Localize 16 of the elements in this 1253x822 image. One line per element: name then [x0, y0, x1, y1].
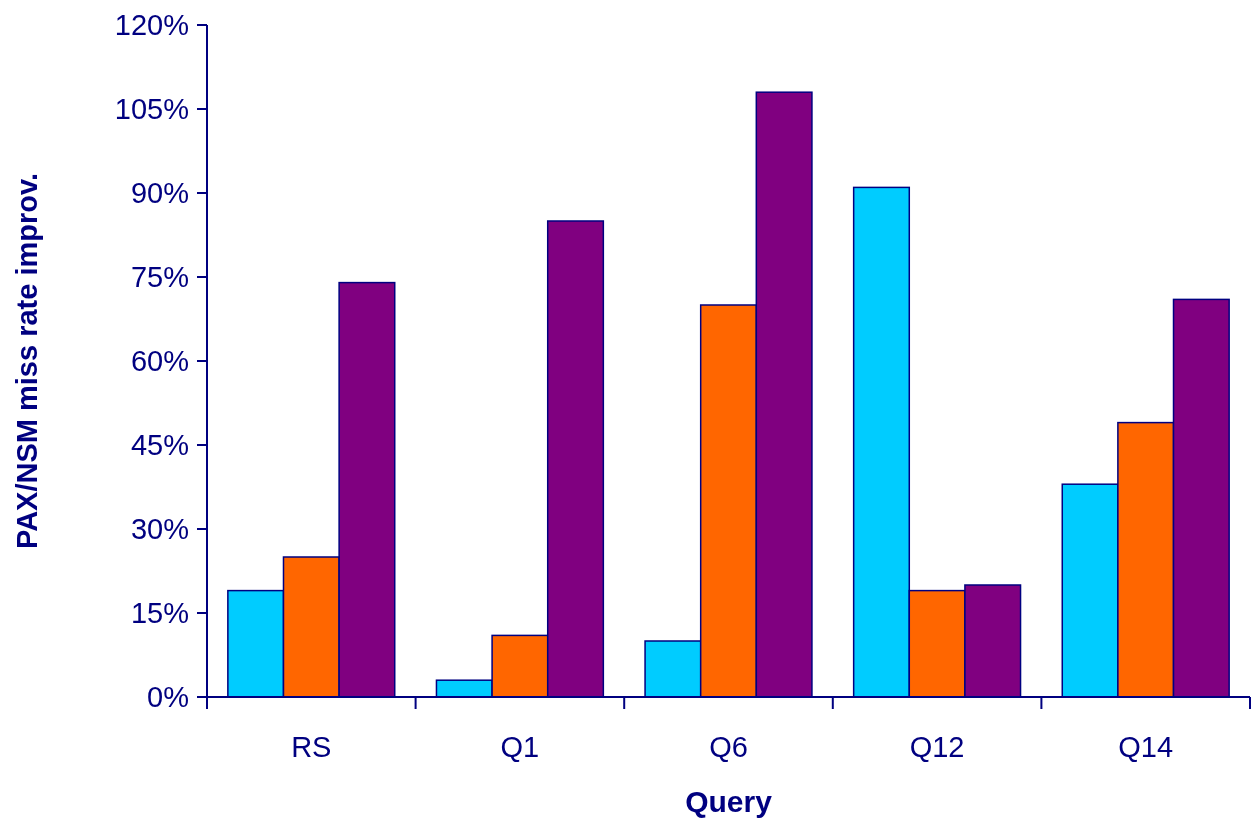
y-tick-label: 0% — [147, 681, 189, 714]
y-tick-label: 45% — [130, 429, 189, 462]
x-tick-label: Q1 — [500, 731, 540, 763]
x-tick-label: Q12 — [909, 731, 965, 763]
x-axis-title: Query — [685, 785, 773, 818]
y-tick-label: 15% — [130, 597, 189, 630]
x-tick-label: RS — [291, 731, 332, 763]
y-tick-label: 75% — [130, 261, 189, 294]
y-tick-label: 30% — [130, 513, 189, 546]
y-tick-label: 90% — [130, 177, 189, 210]
y-axis-title: PAX/NSM miss rate improv. — [11, 172, 43, 550]
x-tick-label: Q6 — [709, 731, 748, 763]
y-tick-label: 105% — [114, 93, 189, 126]
y-tick-label: 60% — [130, 345, 189, 378]
x-tick-label: Q14 — [1118, 731, 1174, 763]
y-tick-label: 120% — [114, 9, 189, 42]
